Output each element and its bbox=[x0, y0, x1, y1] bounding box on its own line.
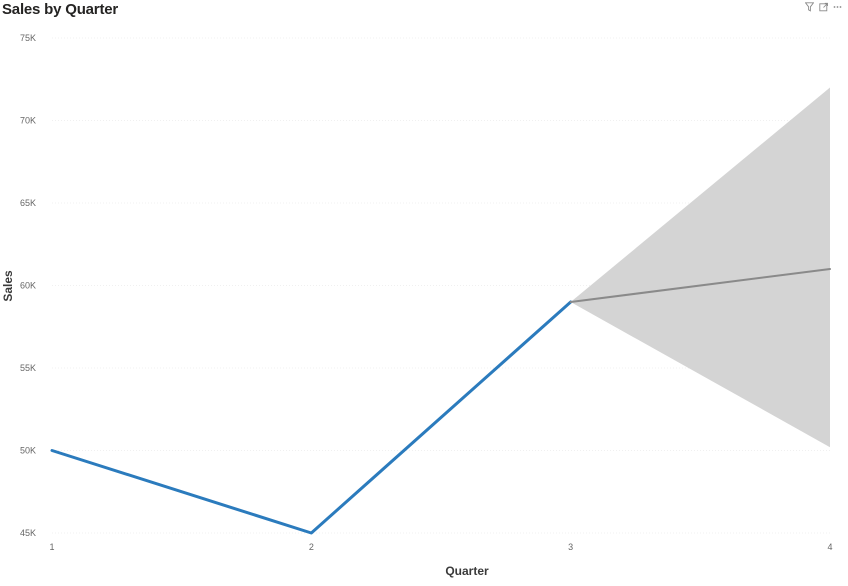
y-tick-label: 50K bbox=[20, 446, 36, 456]
filter-icon[interactable] bbox=[805, 2, 814, 12]
y-tick-label: 55K bbox=[20, 363, 36, 373]
y-tick-label: 65K bbox=[20, 198, 36, 208]
x-tick-label: 3 bbox=[568, 542, 573, 552]
y-tick-label: 60K bbox=[20, 281, 36, 291]
focus-mode-icon[interactable] bbox=[819, 2, 828, 12]
y-axis-title: Sales bbox=[1, 270, 15, 302]
y-tick-label: 75K bbox=[20, 33, 36, 43]
more-options-icon[interactable] bbox=[833, 2, 842, 12]
visual-header-icons bbox=[805, 2, 842, 12]
x-axis-title: Quarter bbox=[445, 564, 489, 578]
chart-title: Sales by Quarter bbox=[2, 1, 119, 18]
forecast-confidence-band bbox=[570, 87, 830, 448]
y-tick-label: 70K bbox=[20, 116, 36, 126]
actual-sales-line bbox=[50, 300, 573, 535]
x-tick-label: 1 bbox=[49, 542, 54, 552]
forecast-line bbox=[569, 268, 831, 303]
y-tick-label: 45K bbox=[20, 528, 36, 538]
x-tick-label: 4 bbox=[827, 542, 832, 552]
x-tick-label: 2 bbox=[309, 542, 314, 552]
